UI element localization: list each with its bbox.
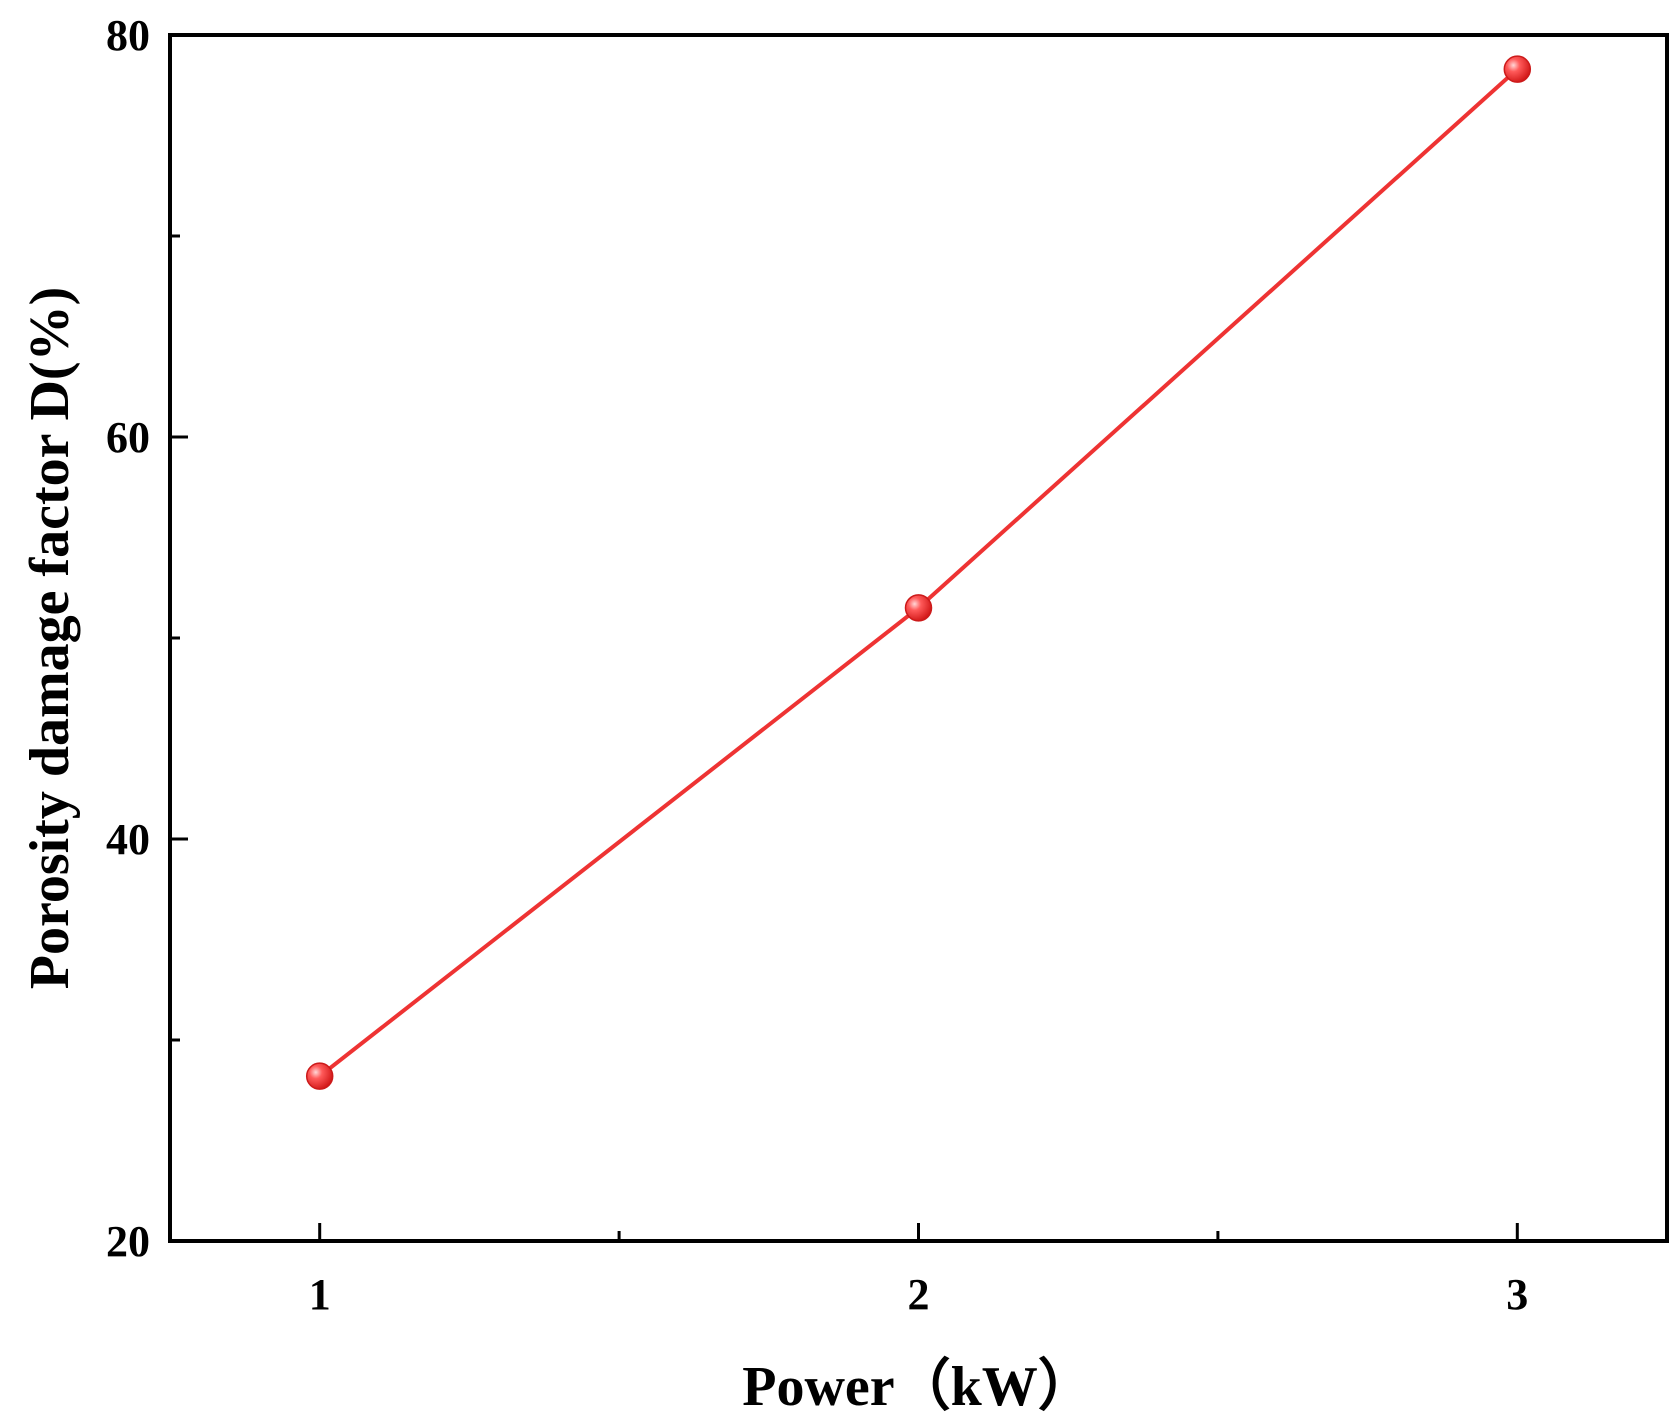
- y-tick-label: 80: [106, 11, 150, 60]
- y-axis-tick-labels: 20 40 60 80: [106, 11, 150, 1266]
- y-axis-ticks: [170, 33, 188, 1243]
- x-axis-title: Power（kW）: [742, 1355, 1094, 1417]
- plot-frame: [168, 33, 1669, 1243]
- y-tick-label: 40: [106, 815, 150, 864]
- series-line: [318, 67, 1519, 1078]
- series-markers: [305, 55, 1532, 1090]
- data-point: [904, 594, 933, 622]
- data-point: [305, 1062, 334, 1090]
- x-axis-ticks: [318, 1223, 1519, 1241]
- x-tick-label: 1: [309, 1270, 331, 1319]
- y-tick-label: 60: [106, 413, 150, 462]
- data-point: [1503, 55, 1532, 83]
- y-tick-label: 20: [106, 1217, 150, 1266]
- y-axis-title: Porosity damage factor D(%): [19, 287, 81, 989]
- x-tick-label: 2: [908, 1270, 930, 1319]
- x-tick-label: 3: [1506, 1270, 1528, 1319]
- x-axis-tick-labels: 1 2 3: [309, 1270, 1529, 1319]
